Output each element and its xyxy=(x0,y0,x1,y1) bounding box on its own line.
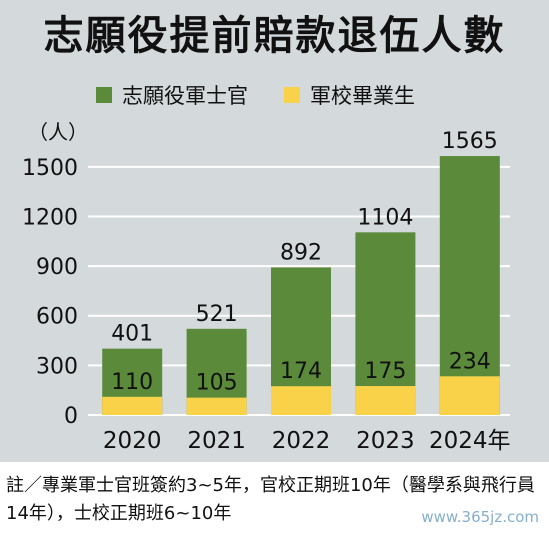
y-tick-label: 0 xyxy=(64,404,78,429)
data-label-total: 401 xyxy=(111,322,153,347)
data-label-total: 521 xyxy=(196,302,238,327)
y-tick-label: 300 xyxy=(36,354,78,379)
data-label-graduates: 234 xyxy=(449,349,491,374)
legend-item-graduates: 軍校畢業生 xyxy=(284,80,415,110)
y-tick-label: 600 xyxy=(36,305,78,330)
chart-title: 志願役提前賠款退伍人數 xyxy=(43,13,506,59)
data-label-graduates: 174 xyxy=(280,359,322,384)
y-tick-label: 1500 xyxy=(22,156,78,181)
data-label-graduates: 110 xyxy=(111,370,153,395)
y-tick-label: 900 xyxy=(36,255,78,280)
x-tick-label: 2024年 xyxy=(429,428,511,454)
data-label-graduates: 105 xyxy=(196,371,238,396)
watermark: www.365jz.com xyxy=(421,508,539,526)
x-tick-label: 2021 xyxy=(187,428,246,454)
data-label-graduates: 175 xyxy=(364,359,406,384)
bar-graduates xyxy=(355,386,416,415)
x-tick-label: 2023 xyxy=(356,428,415,454)
x-tick-label: 2022 xyxy=(272,428,331,454)
legend-swatch-green xyxy=(96,87,112,103)
footnote: 註／專業軍士官班簽約3~5年，官校正期班10年（醫學系與飛行員14年），士校正期… xyxy=(6,475,535,524)
bar-graduates xyxy=(102,396,163,415)
legend-label-graduates: 軍校畢業生 xyxy=(310,84,415,108)
legend-label-soldiers: 志願役軍士官 xyxy=(122,84,248,108)
legend-item-soldiers: 志願役軍士官 xyxy=(96,80,248,110)
bar-total xyxy=(355,232,416,415)
bar-total xyxy=(439,156,500,415)
bar-graduates xyxy=(271,386,331,415)
y-axis-unit: （人） xyxy=(28,120,88,144)
bar-graduates xyxy=(186,397,247,415)
data-label-total: 1104 xyxy=(357,205,413,230)
legend-swatch-yellow xyxy=(284,87,300,103)
data-label-total: 1565 xyxy=(442,129,498,154)
bar-chart: 0 300 600 900 1200 1500 401 110 2020 521 105 2021 89… xyxy=(22,129,511,454)
bar-graduates xyxy=(439,376,500,415)
data-label-total: 892 xyxy=(280,240,322,265)
x-tick-label: 2020 xyxy=(103,428,162,454)
legend: 志願役軍士官 軍校畢業生 xyxy=(96,82,451,108)
y-tick-label: 1200 xyxy=(22,205,78,230)
